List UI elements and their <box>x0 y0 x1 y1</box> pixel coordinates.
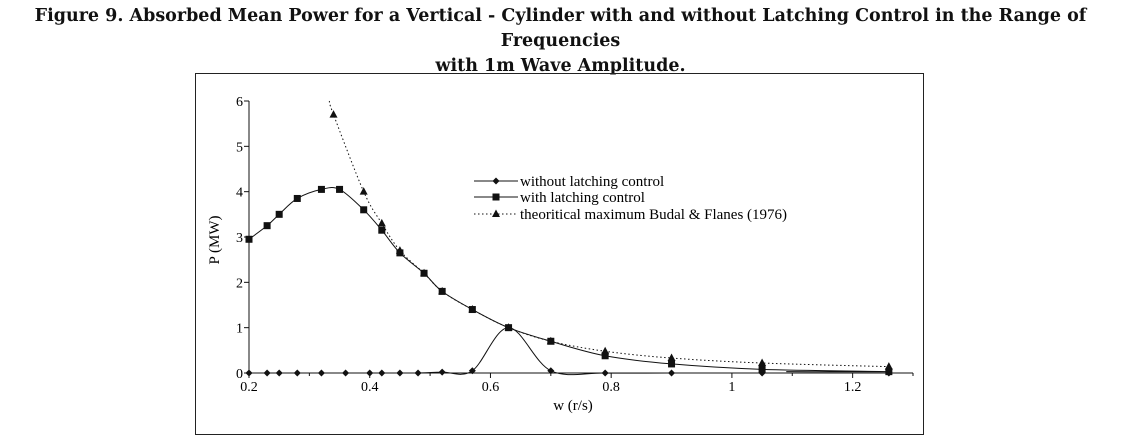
y-tick-label: 5 <box>236 140 243 155</box>
data-point-square <box>758 365 766 373</box>
legend-label: without latching control <box>520 174 664 190</box>
data-point-diamond <box>668 369 676 377</box>
series-line <box>249 327 890 376</box>
data-point-square <box>885 368 893 376</box>
data-point-triangle <box>504 323 513 331</box>
data-point-square <box>263 222 271 230</box>
x-tick-label: 0.8 <box>602 380 620 395</box>
y-axis-label: P (MW) <box>207 215 223 264</box>
data-point-triangle <box>395 246 404 254</box>
data-point-diamond <box>293 369 301 377</box>
data-point-diamond <box>438 368 446 376</box>
chart-series <box>245 100 893 377</box>
x-tick-label: 1 <box>728 380 735 395</box>
data-point-square <box>317 185 325 193</box>
data-point-diamond <box>396 369 404 377</box>
chart-ticks: 0.2 0.4 0.6 0.8 1 1.2 0 1 2 3 4 5 6 <box>236 95 914 395</box>
data-point-diamond <box>492 177 500 185</box>
data-point-diamond <box>317 369 325 377</box>
data-point-square <box>360 206 368 214</box>
figure-title: Figure 9. Absorbed Mean Power for a Vert… <box>0 4 1121 79</box>
data-point-square <box>336 185 344 193</box>
data-point-square <box>293 194 301 202</box>
data-point-diamond <box>366 369 374 377</box>
data-point-square <box>245 235 253 243</box>
data-point-diamond <box>468 367 476 375</box>
y-tick-label: 0 <box>236 367 243 382</box>
series-triangle <box>328 100 893 370</box>
figure-title-line-2: with 1m Wave Amplitude. <box>435 56 686 76</box>
data-point-triangle <box>492 209 500 217</box>
data-point-diamond <box>342 369 350 377</box>
x-tick-label: 0.2 <box>240 380 258 395</box>
data-point-diamond <box>245 369 253 377</box>
data-point-triangle <box>601 346 610 355</box>
data-point-triangle <box>546 336 555 345</box>
data-point-triangle <box>468 305 477 313</box>
data-point-triangle <box>377 218 386 227</box>
data-point-diamond <box>263 369 271 377</box>
data-point-triangle <box>667 353 676 362</box>
data-point-diamond <box>601 369 609 377</box>
data-point-diamond <box>547 367 555 375</box>
x-axis-label: w (r/s) <box>553 398 593 414</box>
chart-axes <box>248 101 913 374</box>
x-tick-label: 0.6 <box>482 380 500 395</box>
legend-label: with latching control <box>520 190 645 206</box>
chart-frame <box>195 73 924 435</box>
figure-title-line-1: Figure 9. Absorbed Mean Power for a Vert… <box>34 6 1087 51</box>
data-point-triangle <box>758 358 767 367</box>
y-tick-label: 3 <box>236 231 243 246</box>
y-tick-label: 6 <box>236 95 243 110</box>
data-point-diamond <box>378 369 386 377</box>
data-point-square <box>492 193 500 201</box>
series-line <box>328 100 889 368</box>
series-diamond <box>245 324 893 377</box>
data-point-diamond <box>414 369 422 377</box>
data-point-square <box>601 352 609 360</box>
y-tick-label: 4 <box>236 186 243 201</box>
y-tick-label: 2 <box>236 276 243 291</box>
data-point-square <box>668 360 676 368</box>
data-point-square <box>378 226 386 234</box>
data-point-diamond <box>275 369 283 377</box>
x-tick-label: 0.4 <box>361 380 379 395</box>
data-point-triangle <box>438 286 447 295</box>
data-point-triangle <box>329 110 338 118</box>
legend-label: theoritical maximum Budal & Flanes (1976… <box>520 207 787 223</box>
data-point-triangle <box>884 362 893 370</box>
data-point-triangle <box>359 187 368 195</box>
data-point-triangle <box>420 268 429 277</box>
data-point-square <box>275 210 283 218</box>
y-tick-label: 1 <box>236 322 243 337</box>
x-tick-label: 1.2 <box>844 380 862 395</box>
